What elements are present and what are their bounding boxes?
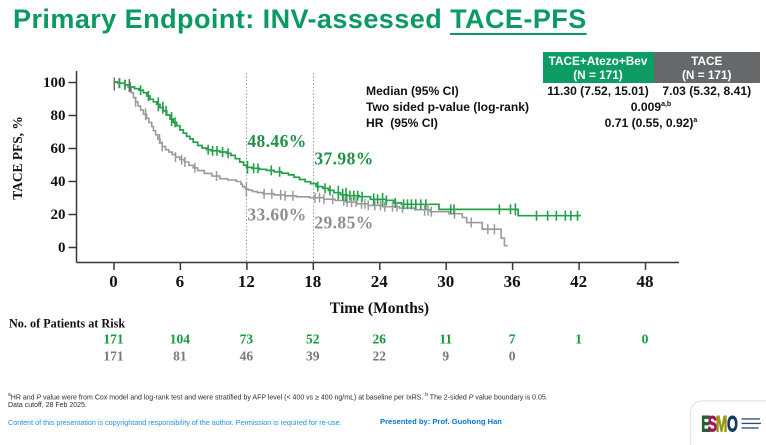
svg-text:No. of Patients at Risk: No. of Patients at Risk [9, 317, 125, 331]
svg-text:104: 104 [170, 332, 191, 347]
svg-text:80: 80 [51, 108, 66, 124]
svg-text:1: 1 [575, 332, 582, 347]
svg-text:81: 81 [173, 349, 187, 364]
svg-text:26: 26 [372, 332, 386, 347]
svg-text:O: O [727, 411, 738, 436]
svg-text:24: 24 [371, 272, 389, 291]
svg-text:73: 73 [240, 332, 254, 347]
svg-text:18: 18 [304, 272, 321, 291]
svg-text:36: 36 [504, 272, 521, 291]
svg-text:33.60%: 33.60% [247, 205, 306, 225]
svg-text:40: 40 [51, 174, 66, 190]
svg-text:11: 11 [439, 332, 452, 347]
svg-text:0: 0 [509, 349, 516, 364]
svg-text:Time (Months): Time (Months) [330, 300, 429, 317]
svg-text:29.85%: 29.85% [314, 213, 373, 233]
svg-text:22: 22 [372, 349, 386, 364]
svg-text:60: 60 [51, 141, 66, 157]
svg-text:37.98%: 37.98% [314, 149, 373, 169]
svg-text:9: 9 [442, 349, 449, 364]
svg-text:48: 48 [637, 272, 654, 291]
svg-text:S: S [708, 411, 717, 436]
svg-text:42: 42 [570, 272, 587, 291]
svg-text:0: 0 [58, 240, 66, 256]
svg-text:46: 46 [240, 349, 254, 364]
svg-text:52: 52 [306, 332, 320, 347]
svg-text:0: 0 [109, 272, 118, 291]
svg-text:TACE PFS, %: TACE PFS, % [10, 116, 25, 199]
svg-text:171: 171 [103, 332, 124, 347]
svg-text:100: 100 [43, 75, 66, 91]
svg-text:12: 12 [238, 272, 255, 291]
svg-text:30: 30 [437, 272, 454, 291]
svg-text:M: M [716, 411, 728, 436]
svg-text:7: 7 [509, 332, 516, 347]
svg-text:39: 39 [306, 349, 320, 364]
svg-text:6: 6 [176, 272, 185, 291]
svg-text:171: 171 [103, 349, 124, 364]
svg-text:48.46%: 48.46% [247, 131, 306, 151]
svg-text:0: 0 [642, 332, 649, 347]
svg-text:E: E [701, 411, 710, 436]
svg-text:20: 20 [51, 207, 66, 223]
